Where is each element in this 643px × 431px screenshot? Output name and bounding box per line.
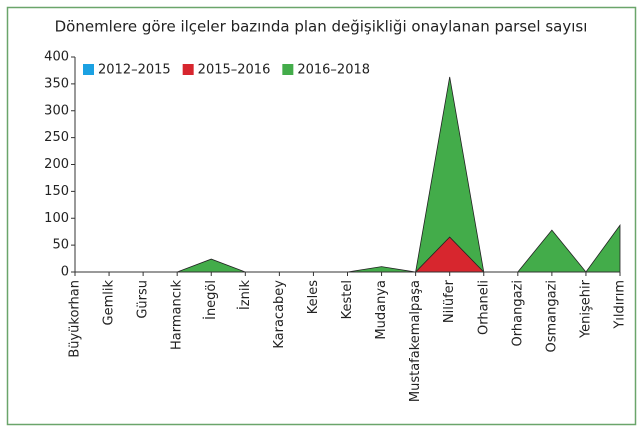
legend-label: 2015–2016 [198, 63, 271, 78]
chart-title: Dönemlere göre ilçeler bazında plan deği… [55, 18, 588, 36]
x-tick-label: Karacabey [272, 280, 287, 349]
x-tick-label: Yenişehir [578, 279, 593, 339]
x-tick-label: İznik [237, 280, 253, 311]
legend-swatch [282, 64, 294, 75]
x-tick-label: Orhangazi [510, 280, 525, 346]
x-tick-label: Gemlik [102, 280, 117, 326]
legend-swatch [83, 64, 94, 75]
x-tick-label: Mudanya [374, 280, 389, 340]
x-tick-label: Kestel [340, 280, 355, 319]
y-tick-label: 0 [61, 265, 69, 280]
x-tick-label: Orhaneli [476, 280, 491, 335]
y-tick-label: 250 [44, 130, 69, 145]
frame [6, 6, 637, 426]
x-tick-label: Mustafakemalpaşa [408, 280, 423, 402]
x-tick-label: Harmancık [170, 280, 185, 350]
y-tick-label: 50 [52, 238, 69, 253]
x-tick-label: Osmangazi [544, 280, 559, 353]
y-tick-label: 300 [44, 103, 69, 118]
x-tick-label: İnegöl [203, 280, 219, 320]
x-tick-label: Keles [306, 280, 321, 314]
y-tick-label: 400 [44, 50, 69, 65]
x-tick-label: Büyükorhan [68, 280, 83, 358]
x-tick-label: Nilüfer [442, 279, 457, 323]
x-tick-label: Gürsu [136, 280, 151, 319]
y-tick-label: 350 [44, 76, 69, 91]
y-tick-label: 200 [44, 157, 69, 172]
y-tick-label: 150 [44, 184, 69, 199]
legend-label: 2012–2015 [98, 63, 171, 78]
x-tick-label: Yıldırım [613, 280, 628, 330]
legend-label: 2016–2018 [297, 63, 370, 78]
legend-swatch [182, 64, 194, 75]
y-tick-label: 100 [44, 211, 69, 226]
